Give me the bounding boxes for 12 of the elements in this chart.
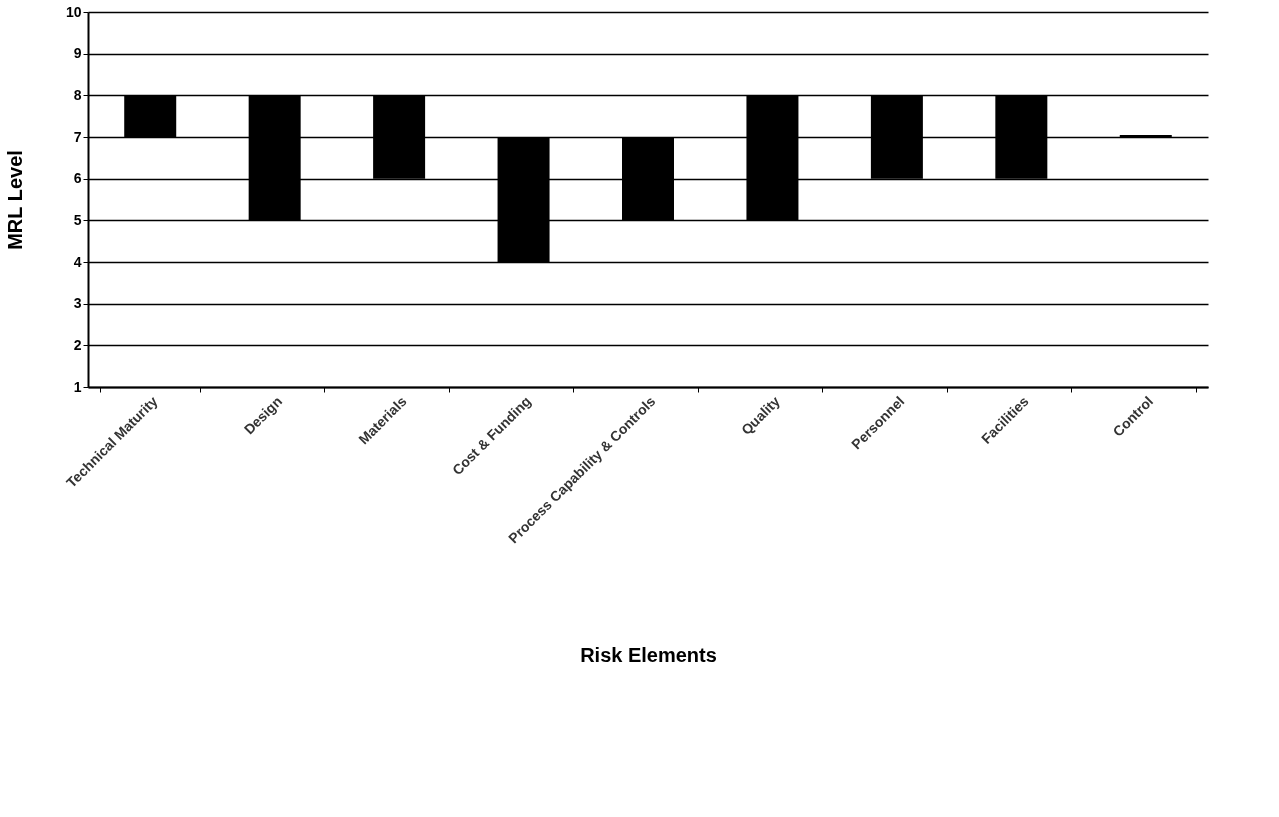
y-tick-label: 10 <box>65 3 82 20</box>
y-tick-label: 9 <box>73 45 82 62</box>
y-tick-label: 8 <box>73 86 82 103</box>
y-tick-label: 7 <box>73 128 82 145</box>
y-tick-label: 5 <box>73 211 82 228</box>
y-tick-label: 4 <box>73 253 82 270</box>
y-axis-title: MRL Level <box>3 150 26 250</box>
x-axis-title: Risk Elements <box>580 644 717 667</box>
y-tick-label: 1 <box>73 378 82 395</box>
y-tick-label: 3 <box>73 295 82 312</box>
y-tick-label: 2 <box>73 336 82 353</box>
y-tick-label: 6 <box>73 170 82 187</box>
